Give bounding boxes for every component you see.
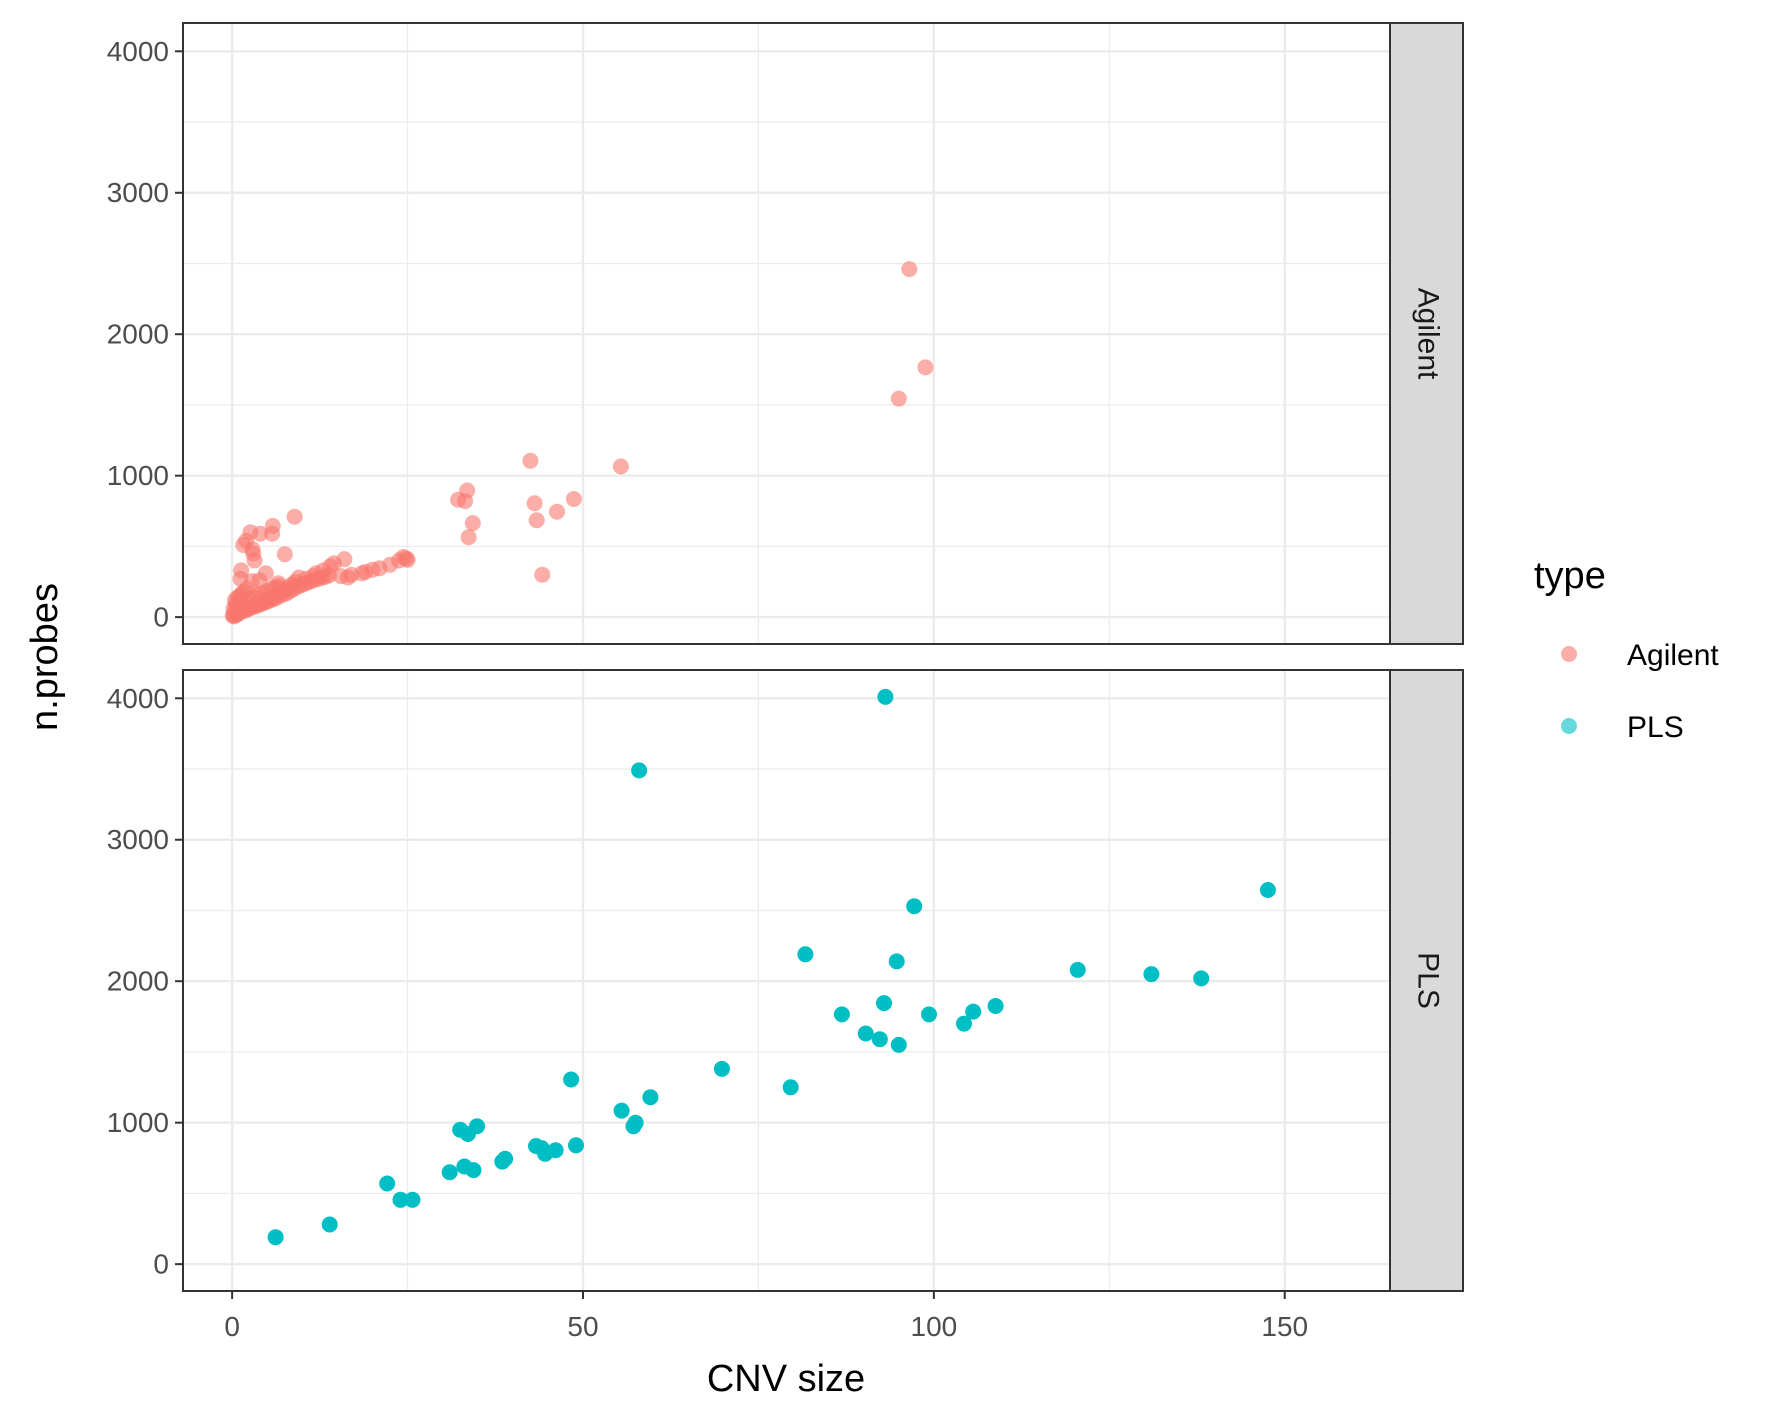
legend-title: type bbox=[1534, 555, 1606, 597]
strip-label-agilent: Agilent bbox=[1412, 288, 1445, 380]
data-point-pls bbox=[1259, 882, 1276, 898]
y-tick-label: 4000 bbox=[107, 683, 169, 714]
data-point-agilent bbox=[286, 508, 303, 525]
y-tick-label: 2000 bbox=[107, 319, 169, 350]
data-point-pls bbox=[631, 762, 648, 779]
legend-label-pls: PLS bbox=[1627, 711, 1684, 744]
y-tick-label: 0 bbox=[153, 1249, 169, 1280]
strip-pls bbox=[1389, 669, 1464, 1292]
data-point-agilent bbox=[252, 525, 269, 542]
x-tick-label: 0 bbox=[224, 1311, 240, 1342]
data-point-agilent bbox=[901, 261, 918, 278]
data-point-agilent bbox=[526, 495, 543, 512]
data-point-agilent bbox=[270, 575, 287, 592]
data-point-pls bbox=[537, 1145, 554, 1162]
data-point-pls bbox=[876, 995, 892, 1012]
data-point-pls bbox=[1193, 970, 1210, 987]
panel-gridlines-pls bbox=[183, 670, 1390, 1291]
data-point-pls bbox=[782, 1079, 799, 1096]
data-point-agilent bbox=[321, 567, 337, 584]
data-point-agilent bbox=[464, 515, 481, 532]
data-point-pls bbox=[321, 1216, 338, 1233]
data-point-agilent bbox=[339, 569, 356, 586]
data-point-agilent bbox=[460, 529, 477, 546]
y-tick-label: 3000 bbox=[107, 177, 169, 208]
data-point-pls bbox=[921, 1006, 937, 1023]
strip-agilent bbox=[1389, 22, 1464, 645]
y-axis-title: n.probes bbox=[24, 583, 66, 731]
data-point-agilent bbox=[528, 512, 545, 529]
data-point-pls bbox=[613, 1102, 630, 1119]
data-point-pls bbox=[568, 1137, 584, 1154]
y-tick-label: 2000 bbox=[107, 966, 169, 997]
data-point-agilent bbox=[246, 552, 263, 569]
data-point-agilent bbox=[549, 503, 565, 520]
y-tick-label: 4000 bbox=[107, 36, 169, 67]
data-point-pls bbox=[392, 1191, 409, 1208]
y-tick-label: 1000 bbox=[107, 460, 169, 491]
data-point-pls bbox=[267, 1229, 284, 1246]
x-axis-title: CNV size bbox=[707, 1358, 865, 1400]
data-point-pls bbox=[713, 1060, 730, 1077]
data-point-pls bbox=[797, 946, 814, 963]
data-point-pls bbox=[1143, 966, 1160, 983]
data-point-pls bbox=[890, 1036, 907, 1053]
data-point-pls bbox=[888, 953, 905, 970]
data-point-agilent bbox=[534, 566, 551, 583]
data-point-agilent bbox=[276, 546, 293, 563]
legend: type Agilent PLS bbox=[1534, 555, 1719, 744]
data-point-agilent bbox=[522, 452, 539, 469]
panel-gridlines-agilent bbox=[183, 23, 1390, 644]
legend-label-agilent: Agilent bbox=[1627, 639, 1719, 672]
points-agilent bbox=[224, 261, 934, 625]
data-point-pls bbox=[441, 1164, 458, 1181]
facet-panel-agilent: 0 1000 2000 3000 4000 Agilent bbox=[107, 22, 1464, 645]
data-point-pls bbox=[465, 1162, 482, 1179]
data-point-pls bbox=[965, 1003, 982, 1020]
points-pls bbox=[267, 688, 1276, 1246]
y-axis-pls: 0 1000 2000 3000 4000 bbox=[107, 683, 183, 1280]
x-tick-label: 150 bbox=[1261, 1311, 1308, 1342]
data-point-agilent bbox=[612, 458, 629, 475]
data-point-pls bbox=[956, 1015, 972, 1032]
data-point-agilent bbox=[890, 390, 907, 407]
data-point-pls bbox=[459, 1126, 476, 1142]
y-axis-agilent: 0 1000 2000 3000 4000 bbox=[107, 36, 183, 633]
x-tick-label: 100 bbox=[911, 1311, 958, 1342]
data-point-agilent bbox=[264, 525, 281, 542]
data-point-pls bbox=[563, 1071, 580, 1088]
y-tick-label: 3000 bbox=[107, 824, 169, 855]
legend-key-pls bbox=[1561, 718, 1577, 734]
legend-key-agilent bbox=[1561, 646, 1577, 662]
data-point-pls bbox=[379, 1175, 396, 1192]
data-point-pls bbox=[857, 1025, 874, 1042]
data-point-pls bbox=[987, 998, 1004, 1014]
x-tick-label: 50 bbox=[567, 1311, 598, 1342]
data-point-agilent bbox=[565, 491, 582, 507]
data-point-pls bbox=[494, 1153, 511, 1170]
data-point-pls bbox=[404, 1191, 421, 1208]
strip-label-pls: PLS bbox=[1412, 952, 1445, 1009]
data-point-pls bbox=[1069, 961, 1086, 978]
x-axis: 0 50 100 150 bbox=[224, 1291, 1308, 1342]
data-point-pls bbox=[833, 1006, 850, 1023]
data-point-agilent bbox=[251, 572, 268, 589]
y-tick-label: 0 bbox=[153, 602, 169, 633]
data-point-pls bbox=[871, 1031, 888, 1048]
data-point-agilent bbox=[917, 359, 934, 376]
data-point-pls bbox=[627, 1114, 644, 1131]
data-point-pls bbox=[906, 898, 923, 915]
data-point-agilent bbox=[457, 493, 474, 510]
y-tick-label: 1000 bbox=[107, 1107, 169, 1138]
data-point-pls bbox=[877, 688, 894, 705]
data-point-pls bbox=[642, 1089, 659, 1106]
facet-panel-pls: 0 1000 2000 3000 4000 PLS bbox=[107, 669, 1464, 1292]
